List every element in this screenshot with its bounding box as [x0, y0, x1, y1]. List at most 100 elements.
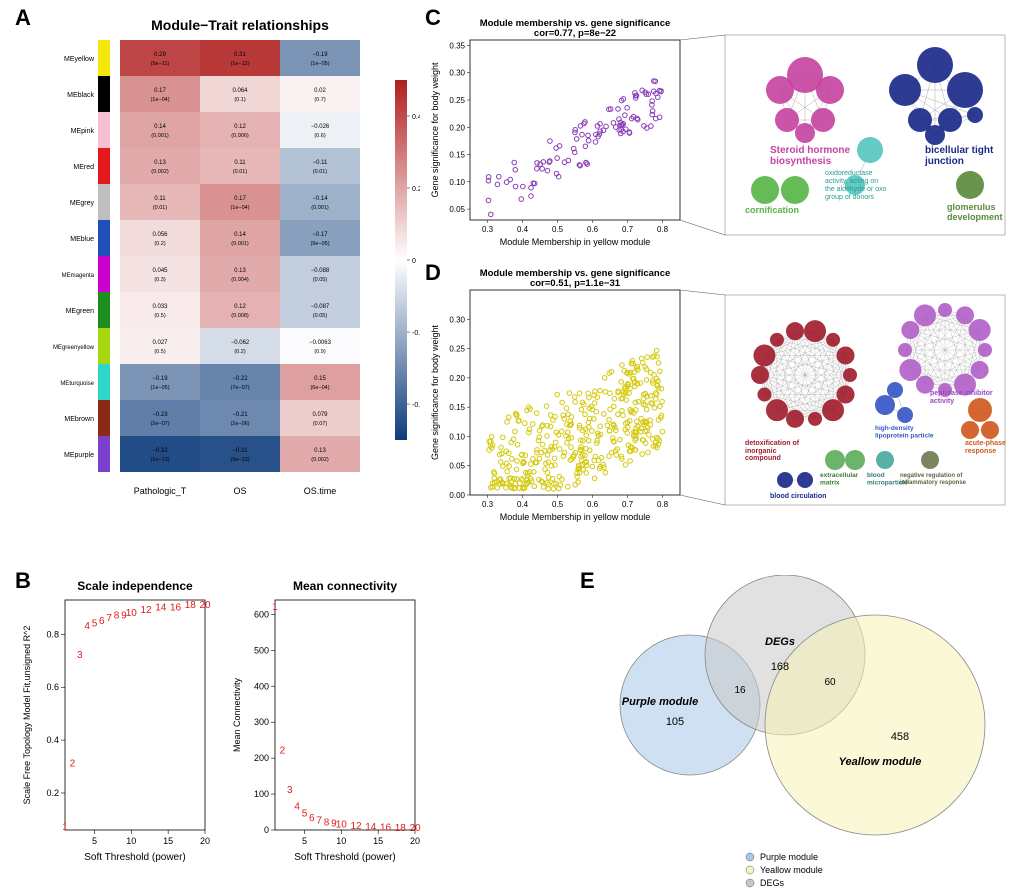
svg-text:0.11: 0.11 — [154, 196, 166, 202]
svg-text:15: 15 — [163, 836, 173, 846]
svg-text:14: 14 — [365, 822, 377, 833]
svg-text:Module Membership in yellow mo: Module Membership in yellow module — [500, 512, 651, 522]
svg-text:458: 458 — [891, 731, 909, 743]
svg-text:0.12: 0.12 — [234, 124, 246, 130]
svg-text:500: 500 — [254, 645, 269, 655]
svg-text:0.20: 0.20 — [449, 374, 465, 383]
svg-text:(0.5): (0.5) — [154, 313, 165, 319]
svg-text:2: 2 — [280, 746, 286, 757]
svg-text:0.13: 0.13 — [234, 268, 246, 274]
svg-text:0.14: 0.14 — [234, 232, 246, 238]
panel-d: Module membership vs. gene significancec… — [425, 265, 1015, 555]
svg-text:0.064: 0.064 — [232, 88, 248, 94]
svg-text:0: 0 — [412, 258, 416, 265]
svg-text:OS.time: OS.time — [304, 486, 337, 496]
svg-text:0.05: 0.05 — [449, 205, 465, 214]
svg-text:0.31: 0.31 — [234, 52, 246, 58]
svg-text:acute-phase: acute-phase — [965, 440, 1006, 447]
svg-text:(0.2): (0.2) — [234, 349, 245, 355]
svg-text:0.027: 0.027 — [152, 340, 168, 346]
svg-text:0.4: 0.4 — [412, 114, 420, 121]
svg-text:lipoprotein particle: lipoprotein particle — [875, 433, 934, 440]
svg-text:MEpink: MEpink — [71, 128, 95, 135]
svg-text:0.10: 0.10 — [449, 178, 465, 187]
svg-text:0.10: 0.10 — [449, 432, 465, 441]
svg-text:10: 10 — [126, 836, 136, 846]
svg-text:5: 5 — [302, 836, 307, 846]
panel-a-title: Module−Trait relationships — [151, 17, 329, 33]
svg-text:18: 18 — [395, 823, 407, 834]
svg-text:compound: compound — [745, 455, 781, 462]
svg-text:0.13: 0.13 — [314, 448, 326, 454]
svg-text:105: 105 — [666, 716, 684, 728]
svg-text:(5e−11): (5e−11) — [151, 61, 170, 67]
svg-text:0.045: 0.045 — [152, 268, 168, 274]
svg-text:4: 4 — [294, 801, 300, 812]
svg-text:(0.07): (0.07) — [313, 421, 328, 427]
svg-text:0.05: 0.05 — [449, 462, 465, 471]
svg-text:12: 12 — [350, 821, 362, 832]
svg-text:(9e−05): (9e−05) — [310, 241, 329, 247]
svg-text:(0.1): (0.1) — [234, 97, 245, 103]
svg-text:0.056: 0.056 — [152, 232, 168, 238]
svg-text:Gene significance for body wei: Gene significance for body weight — [430, 62, 440, 198]
svg-text:0.2: 0.2 — [412, 186, 420, 193]
panel-e-venn: Purple module105DEGs168Yeallow module458… — [580, 575, 1010, 895]
svg-text:1: 1 — [272, 602, 278, 613]
svg-text:0.7: 0.7 — [622, 225, 634, 234]
svg-text:−0.087: −0.087 — [311, 304, 330, 310]
svg-text:60: 60 — [824, 677, 836, 688]
svg-text:300: 300 — [254, 717, 269, 727]
panel-b: Scale independence51015200.20.40.60.8Sof… — [10, 570, 430, 890]
svg-text:0.14: 0.14 — [154, 124, 166, 130]
svg-text:16: 16 — [170, 603, 182, 614]
svg-text:MEyellow: MEyellow — [64, 56, 95, 63]
svg-text:(0.7): (0.7) — [314, 97, 325, 103]
svg-text:0.30: 0.30 — [449, 69, 465, 78]
svg-text:0.079: 0.079 — [312, 412, 328, 418]
svg-text:MEbrown: MEbrown — [64, 416, 94, 423]
svg-text:600: 600 — [254, 609, 269, 619]
svg-text:0.12: 0.12 — [234, 304, 246, 310]
svg-text:(0.2): (0.2) — [154, 241, 165, 247]
svg-text:detoxification of: detoxification of — [745, 440, 800, 447]
svg-text:0.11: 0.11 — [234, 160, 246, 166]
svg-text:inorganic: inorganic — [745, 448, 777, 455]
svg-text:10: 10 — [336, 820, 348, 831]
svg-text:(0.9): (0.9) — [314, 349, 325, 355]
svg-text:Scale independence: Scale independence — [77, 579, 193, 593]
svg-text:0.5: 0.5 — [552, 225, 564, 234]
svg-text:10: 10 — [336, 836, 346, 846]
svg-text:(1e−12): (1e−12) — [230, 61, 249, 67]
svg-text:0.8: 0.8 — [657, 225, 669, 234]
svg-text:(0.05): (0.05) — [313, 313, 328, 319]
svg-text:5: 5 — [92, 836, 97, 846]
svg-text:Pathologic_T: Pathologic_T — [134, 486, 187, 496]
svg-text:0.033: 0.033 — [152, 304, 168, 310]
svg-text:Module Membership in yellow mo: Module Membership in yellow module — [500, 237, 651, 247]
svg-text:MEblack: MEblack — [67, 92, 94, 99]
svg-text:DEGs: DEGs — [760, 878, 785, 888]
svg-text:12: 12 — [140, 605, 152, 616]
svg-text:0.30: 0.30 — [449, 315, 465, 324]
svg-text:Steroid hormone: Steroid hormone — [770, 145, 850, 156]
svg-text:0.6: 0.6 — [587, 225, 599, 234]
svg-text:(0.05): (0.05) — [313, 277, 328, 283]
svg-text:OS: OS — [233, 486, 246, 496]
svg-text:(0.01): (0.01) — [313, 169, 328, 175]
svg-text:Yeallow module: Yeallow module — [839, 756, 922, 768]
svg-text:7: 7 — [106, 613, 112, 624]
svg-text:0.29: 0.29 — [154, 52, 166, 58]
svg-text:activity, acting on: activity, acting on — [825, 178, 878, 185]
svg-text:cor=0.51, p=1.1e−31: cor=0.51, p=1.1e−31 — [530, 278, 621, 289]
svg-text:200: 200 — [254, 753, 269, 763]
svg-text:4: 4 — [84, 621, 90, 632]
svg-text:MEpurple: MEpurple — [64, 452, 94, 459]
svg-text:0.00: 0.00 — [449, 491, 465, 500]
svg-text:5: 5 — [92, 618, 98, 629]
svg-text:15: 15 — [373, 836, 383, 846]
svg-text:10: 10 — [126, 608, 138, 619]
svg-text:(9e−13): (9e−13) — [230, 457, 249, 463]
svg-text:0.4: 0.4 — [517, 225, 529, 234]
svg-text:0.15: 0.15 — [449, 403, 465, 412]
